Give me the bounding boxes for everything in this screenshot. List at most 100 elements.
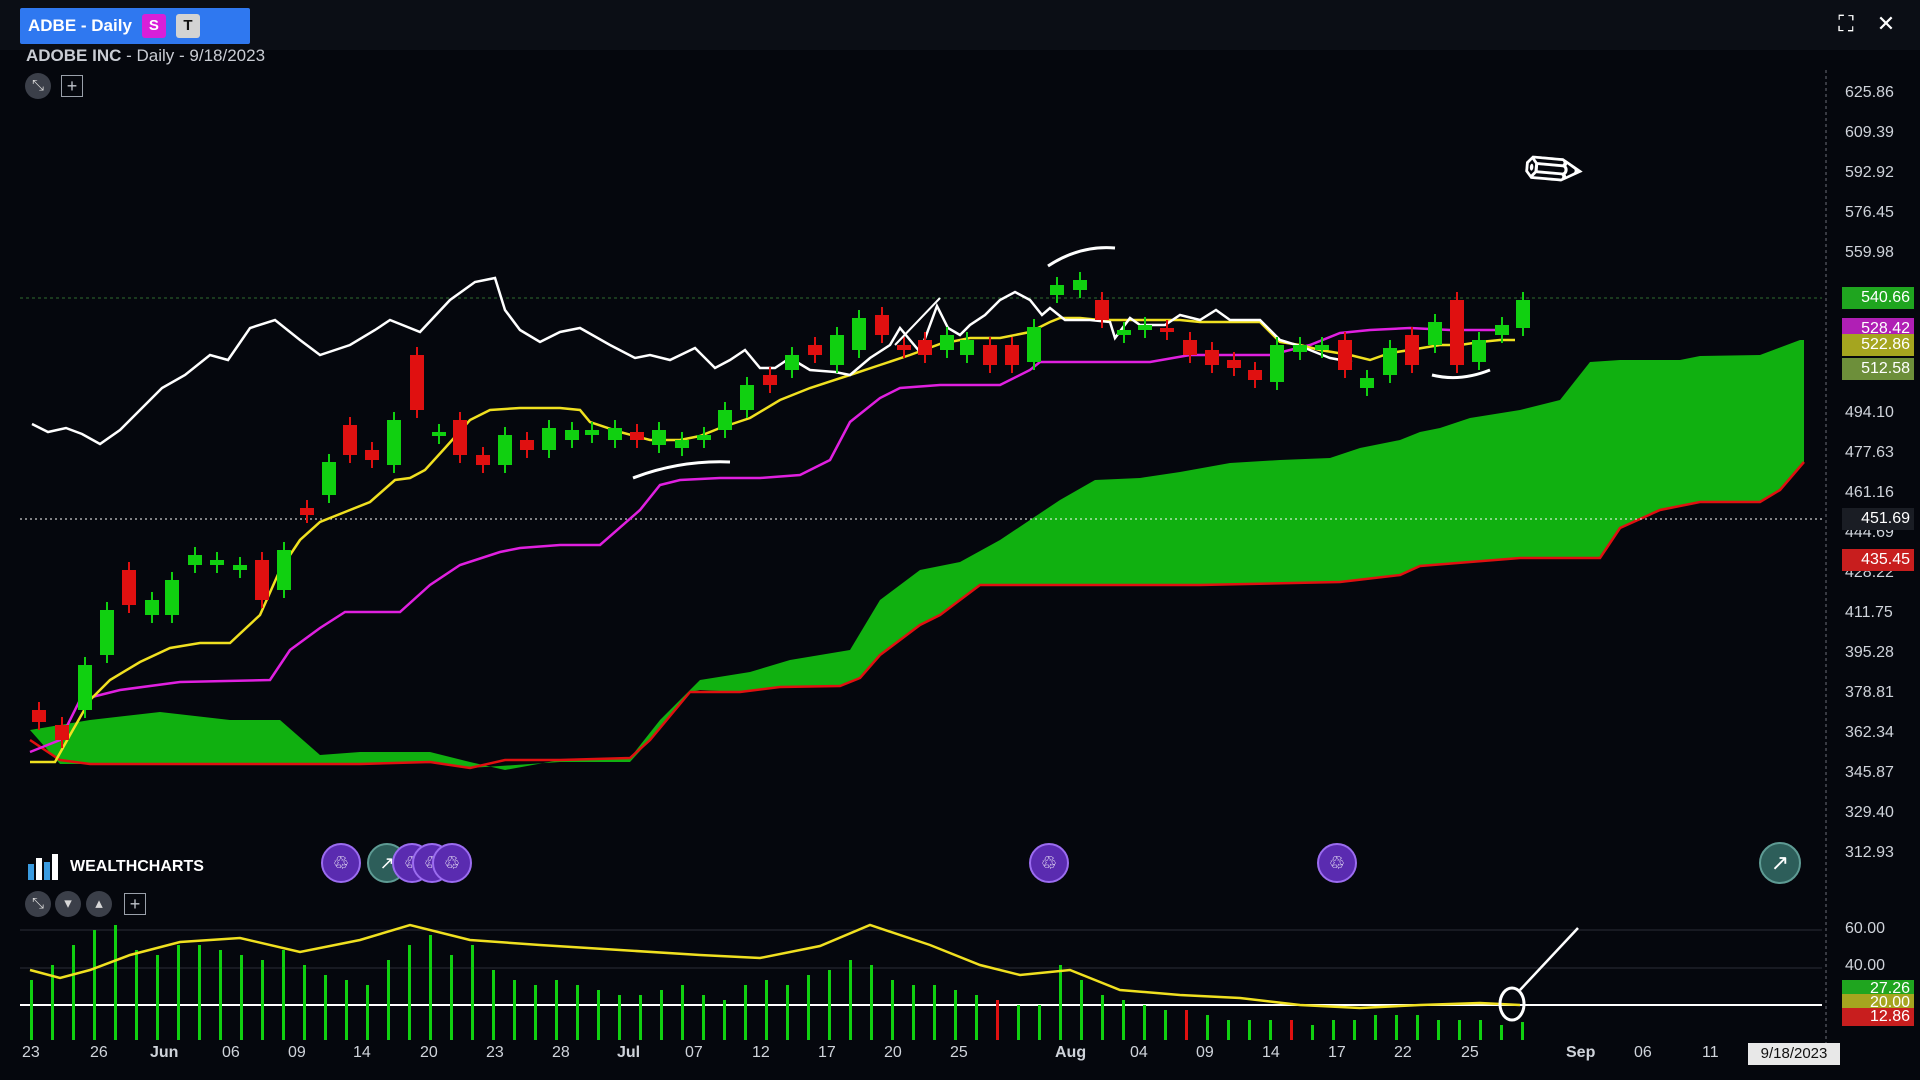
candle-body	[1160, 328, 1174, 332]
oscillator-bar	[912, 985, 915, 1040]
oscillator-bar	[1206, 1015, 1209, 1040]
oscillator-bar	[996, 1000, 999, 1040]
oscillator-bar	[1248, 1020, 1251, 1040]
oscillator-bar	[1437, 1020, 1440, 1040]
candle-body	[608, 428, 622, 440]
date-axis-label: 11	[1702, 1044, 1719, 1061]
candle-body	[585, 430, 599, 435]
oscillator-bar	[891, 980, 894, 1040]
date-axis-label: 23	[22, 1044, 40, 1061]
candle-body	[145, 600, 159, 615]
date-chip: 9/18/2023	[1748, 1043, 1840, 1065]
symbol-name: ADOBE INC	[26, 46, 122, 65]
chart-tab[interactable]: ADBE - Daily S T	[20, 8, 250, 44]
oscillator-bar	[513, 980, 516, 1040]
candle-body	[940, 335, 954, 350]
candle-body	[100, 610, 114, 655]
candle-body	[343, 425, 357, 455]
candle-body	[697, 435, 711, 440]
close-icon[interactable]: ✕	[1876, 11, 1896, 36]
candle-body	[365, 450, 379, 460]
candle-body	[1117, 330, 1131, 335]
annotation-swoosh-3	[1431, 368, 1491, 380]
oscillator-bar	[555, 980, 558, 1040]
event-marker-icon[interactable]: ♲	[1317, 843, 1357, 883]
badge-t[interactable]: T	[175, 14, 200, 38]
oscillator-bar	[597, 990, 600, 1040]
oscillator-bar	[303, 965, 306, 1040]
oscillator-bar	[849, 960, 852, 1040]
oscillator-bar	[1311, 1025, 1314, 1040]
annotation-circle	[1498, 986, 1526, 1022]
candle-body	[1293, 345, 1307, 352]
price-axis-label: 559.98	[1845, 244, 1894, 261]
oscillator-bars	[30, 925, 1524, 1040]
date-axis-label: 07	[685, 1044, 703, 1061]
oscillator-bar	[1017, 1005, 1020, 1040]
oscillator-bar	[282, 950, 285, 1040]
move-down-icon[interactable]: ▾	[55, 891, 81, 917]
price-axis-label: 461.16	[1845, 484, 1894, 501]
date-axis-label: 17	[1328, 1044, 1346, 1061]
event-marker-icon[interactable]: ♲	[432, 843, 472, 883]
candle-body	[1183, 340, 1197, 355]
date-axis-label: 25	[950, 1044, 968, 1061]
oscillator-bar	[1416, 1015, 1419, 1040]
oscillator-bar	[1143, 1005, 1146, 1040]
oscillator-bar	[219, 950, 222, 1040]
oscillator-axis-label: 60.00	[1845, 920, 1886, 937]
date-axis-label: 22	[1394, 1044, 1412, 1061]
event-marker-icon[interactable]: ♲	[1029, 843, 1069, 883]
price-axis-label: 494.10	[1845, 404, 1894, 421]
collapse-icon[interactable]: ⤡	[25, 73, 51, 99]
candle-body	[387, 420, 401, 465]
oscillator-bar	[198, 945, 201, 1040]
expand-icon[interactable]: ⛶	[1838, 11, 1854, 36]
candle-body	[1270, 345, 1284, 382]
oscillator-bar	[51, 965, 54, 1040]
oscillator-bar	[471, 945, 474, 1040]
oscillator-bar	[324, 975, 327, 1040]
candle-body	[1516, 300, 1530, 328]
collapse-panel-icon[interactable]: ⤡	[25, 891, 51, 917]
oscillator-bar	[1101, 995, 1104, 1040]
oscillator-tag: 27.26	[1842, 980, 1914, 998]
candle-body	[983, 345, 997, 365]
move-up-icon[interactable]: ▴	[86, 891, 112, 917]
candle-body	[1205, 350, 1219, 365]
candle-body	[652, 430, 666, 445]
candle-body	[1227, 360, 1241, 368]
candle-body	[1383, 348, 1397, 375]
candle-body	[498, 435, 512, 465]
oscillator-bar	[1353, 1020, 1356, 1040]
trend-icon[interactable]: ↗	[1759, 842, 1801, 884]
oscillator-bar	[765, 980, 768, 1040]
wealthcharts-logo: WEALTHCHARTS	[26, 852, 204, 882]
cloud-lower-edge	[29, 461, 1805, 770]
oscillator-tag: 12.86	[1842, 1008, 1914, 1026]
add-indicator-icon[interactable]: +	[61, 75, 83, 97]
event-marker-icon[interactable]: ♲	[321, 843, 361, 883]
oscillator-bar	[1290, 1020, 1293, 1040]
candle-body	[1405, 335, 1419, 365]
price-axis-label: 576.45	[1845, 204, 1894, 221]
chart-subtitle: ADOBE INC - Daily - 9/18/2023	[26, 46, 265, 66]
price-axis-label: 625.86	[1845, 84, 1894, 101]
badge-s[interactable]: S	[141, 14, 166, 38]
candle-body	[122, 570, 136, 605]
date-axis-label: 20	[420, 1044, 438, 1061]
date-axis-label: Sep	[1566, 1044, 1596, 1061]
oscillator-bar	[240, 955, 243, 1040]
oscillator-bar	[576, 985, 579, 1040]
add-panel-icon[interactable]: +	[124, 893, 146, 915]
date-axis-label: 28	[552, 1044, 570, 1061]
candle-body	[830, 335, 844, 365]
date-axis-label: Aug	[1055, 1044, 1087, 1061]
oscillator-bar	[1521, 1022, 1524, 1040]
oscillator-bar	[702, 995, 705, 1040]
candle-body	[432, 432, 446, 436]
candle-body	[675, 440, 689, 448]
oscillator-bar	[366, 985, 369, 1040]
candle-body	[785, 355, 799, 370]
